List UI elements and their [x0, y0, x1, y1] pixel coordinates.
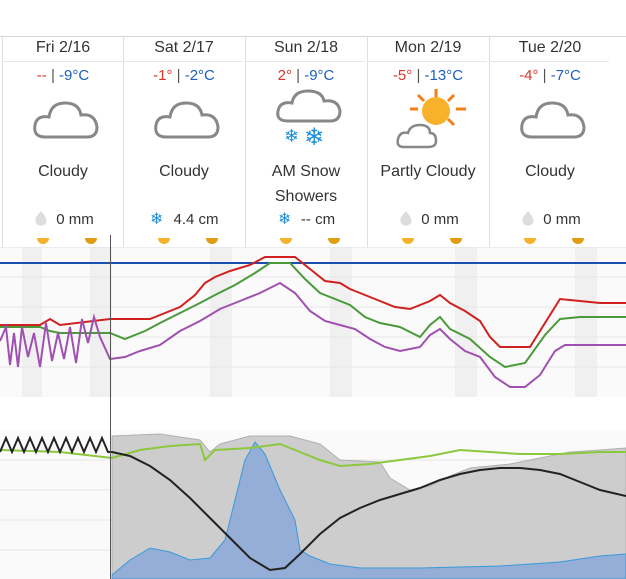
row-divider	[490, 61, 609, 62]
low-temp: -9°C	[59, 67, 90, 84]
sunrise-sunset-icons	[124, 235, 244, 247]
precip-amount: 0 mm	[368, 209, 488, 228]
sunrise-sunset-icons	[490, 235, 610, 247]
raindrop-icon	[397, 209, 415, 227]
high-temp: -5°	[392, 67, 413, 84]
precip-value: 0 mm	[56, 211, 94, 228]
temp-range: -1° | -2°C	[124, 67, 244, 84]
condition-text: AM Snow Showers	[271, 163, 341, 205]
low-temp: -7°C	[550, 67, 581, 84]
precip-amount: ❄ -- cm	[246, 209, 366, 228]
day-column[interactable]: Sat 2/17 -1° | -2°C Cloudy ❄ 4.4 cm	[123, 37, 243, 247]
temp-separator: |	[542, 67, 547, 84]
temp-low-line	[0, 281, 626, 388]
precip-area	[111, 441, 626, 579]
temp-range: -4° | -7°C	[490, 67, 610, 84]
sunrise-sunset-icons	[3, 235, 123, 247]
day-name: Tue 2/20	[518, 39, 582, 56]
cloud-icon	[518, 87, 588, 149]
day-name: Sat 2/17	[154, 39, 214, 56]
condition-text: Cloudy	[159, 163, 209, 180]
svg-text:❄: ❄	[304, 123, 324, 149]
precip-value: 4.4 cm	[173, 211, 219, 228]
day-column[interactable]: Mon 2/19 -5° | -13°C Partly Cloudy 0 mm	[367, 37, 487, 247]
cloud-icon	[152, 87, 222, 149]
temp-separator: |	[50, 67, 55, 84]
sun-cloud-icon	[396, 87, 466, 149]
precip-value: 0 mm	[543, 211, 581, 228]
low-temp: -2°C	[184, 67, 215, 84]
humidity-line	[0, 442, 626, 468]
cloud-precip-chart	[0, 430, 626, 579]
day-column[interactable]: Fri 2/16 -- | -9°C Cloudy 0 mm	[2, 37, 122, 247]
svg-text:❄: ❄	[284, 126, 299, 147]
day-name: Sun 2/18	[273, 39, 339, 56]
cloud-snow-icon: ❄ ❄	[274, 87, 344, 151]
low-temp: -13°C	[424, 67, 464, 84]
temp-separator: |	[296, 67, 301, 84]
svg-text:❄: ❄	[150, 209, 163, 227]
temp-separator: |	[416, 67, 421, 84]
day-name: Fri 2/16	[35, 39, 91, 56]
temp-separator: |	[176, 67, 181, 84]
temp-range: -- | -9°C	[3, 67, 123, 84]
high-temp: 2°	[277, 67, 292, 84]
precip-amount: ❄ 4.4 cm	[124, 209, 244, 228]
temp-high-line	[0, 256, 626, 348]
day-name: Mon 2/19	[394, 39, 462, 56]
precip-value: -- cm	[300, 211, 336, 228]
raindrop-icon	[519, 209, 537, 227]
low-temp: -9°C	[304, 67, 335, 84]
high-temp: --	[36, 67, 47, 84]
sunrise-sunset-icons	[368, 235, 488, 247]
temp-mid-line	[0, 262, 626, 369]
precip-amount: 0 mm	[490, 209, 610, 228]
temp-range: 2° | -9°C	[246, 67, 366, 84]
snowflake-icon: ❄	[277, 209, 295, 228]
condition-text: Cloudy	[525, 163, 575, 180]
row-divider	[368, 61, 487, 62]
precip-value: 0 mm	[421, 211, 459, 228]
pressure-line	[111, 451, 626, 572]
forecast-top-border	[0, 36, 626, 37]
time-cursor[interactable]	[110, 235, 111, 579]
high-temp: -1°	[153, 67, 173, 84]
temperature-grid	[0, 247, 626, 397]
row-divider	[3, 61, 122, 62]
temperature-chart	[0, 247, 626, 397]
condition-text: Partly Cloudy	[380, 163, 476, 180]
temp-range: -5° | -13°C	[368, 67, 488, 84]
row-divider	[124, 61, 243, 62]
sunrise-sunset-icons	[246, 235, 366, 247]
snowflake-icon: ❄	[149, 209, 167, 228]
high-temp: -4°	[519, 67, 539, 84]
cloud-icon	[31, 87, 101, 149]
raindrop-icon	[32, 209, 50, 227]
day-column[interactable]: Sun 2/18 2° | -9°C ❄ ❄ AM Snow Showers ❄ -- cm	[245, 37, 365, 247]
condition-text: Cloudy	[38, 163, 88, 180]
svg-text:❄: ❄	[278, 209, 291, 227]
row-divider	[246, 61, 365, 62]
pressure-jagged-line	[0, 435, 112, 455]
day-column[interactable]: Tue 2/20 -4° | -7°C Cloudy 0 mm	[489, 37, 609, 247]
precip-amount: 0 mm	[3, 209, 123, 228]
